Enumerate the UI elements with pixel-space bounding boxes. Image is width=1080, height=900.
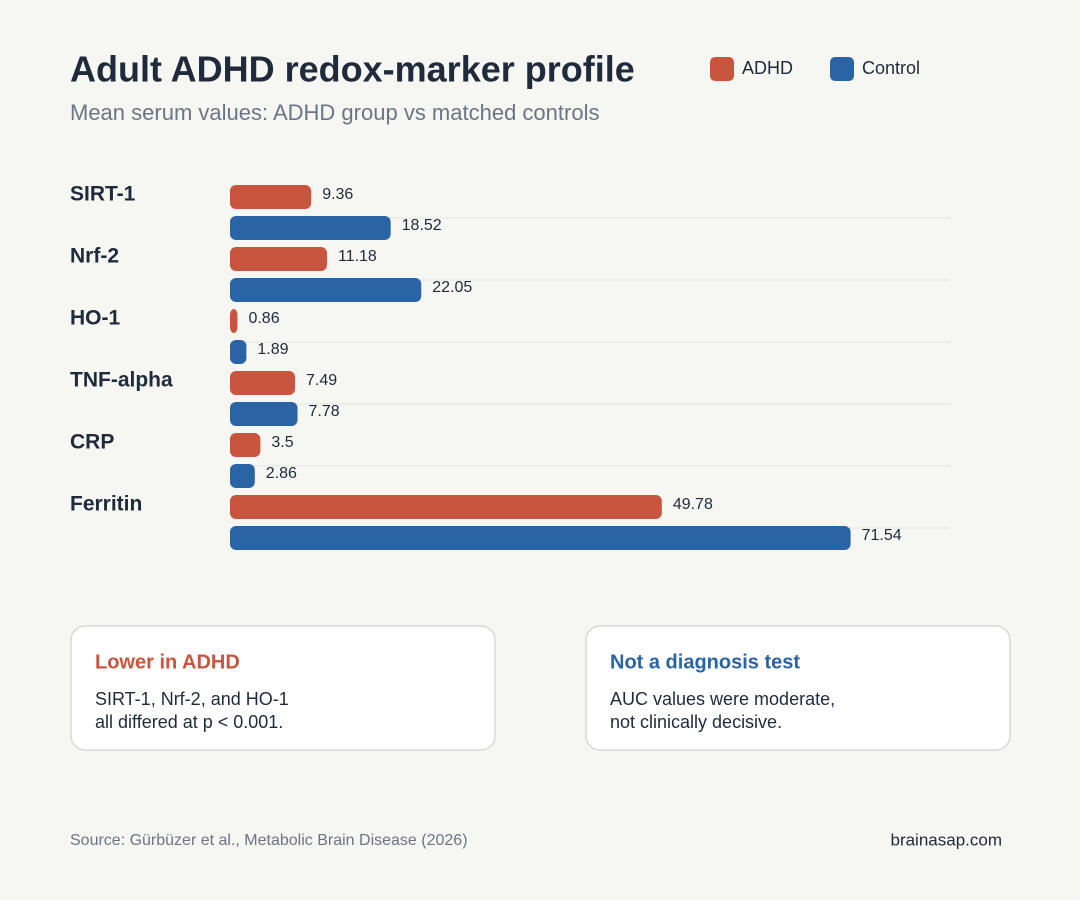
- bar: [230, 495, 662, 519]
- card: [585, 625, 1011, 751]
- bar: [230, 371, 295, 395]
- bar: [230, 309, 238, 333]
- value-label: 11.18: [338, 248, 377, 265]
- value-label: 7.78: [308, 403, 339, 420]
- bar: [230, 247, 327, 271]
- bar: [230, 402, 298, 426]
- legend-label: Control: [862, 58, 920, 78]
- category-label: SIRT-1: [70, 183, 136, 206]
- card: [70, 625, 496, 751]
- category-label: TNF-alpha: [70, 369, 173, 392]
- value-label: 49.78: [673, 496, 713, 513]
- category-label: Nrf-2: [70, 245, 119, 268]
- bar: [230, 464, 255, 488]
- card-text: not clinically decisive.: [610, 712, 782, 732]
- card-text: all differed at p < 0.001.: [95, 712, 283, 732]
- value-label: 18.52: [402, 217, 442, 234]
- category-label: Ferritin: [70, 493, 142, 516]
- card-text: AUC values were moderate,: [610, 689, 835, 709]
- value-label: 9.36: [322, 186, 353, 203]
- source: Source: Gürbüzer et al., Metabolic Brain…: [70, 832, 468, 849]
- value-label: 0.86: [248, 310, 279, 327]
- bar: [230, 185, 312, 209]
- site: brainasap.com: [890, 830, 1002, 849]
- value-label: 71.54: [862, 527, 902, 544]
- legend-swatch: [830, 57, 854, 81]
- card-title: Not a diagnosis test: [610, 651, 800, 673]
- chart-subtitle: Mean serum values: ADHD group vs matched…: [70, 100, 599, 125]
- bar: [230, 433, 261, 457]
- bar: [230, 340, 247, 364]
- value-label: 22.05: [432, 279, 472, 296]
- chart-title: Adult ADHD redox-marker profile: [70, 49, 635, 90]
- legend-label: ADHD: [742, 58, 793, 78]
- bar: [230, 216, 391, 240]
- value-label: 2.86: [266, 465, 297, 482]
- value-label: 3.5: [271, 434, 293, 451]
- bar: [230, 526, 851, 550]
- bar: [230, 278, 422, 302]
- card-text: SIRT-1, Nrf-2, and HO-1: [95, 689, 289, 709]
- value-label: 7.49: [306, 372, 337, 389]
- legend-swatch: [710, 57, 734, 81]
- category-label: CRP: [70, 431, 114, 454]
- value-label: 1.89: [257, 341, 288, 358]
- card-title: Lower in ADHD: [95, 651, 240, 673]
- category-label: HO-1: [70, 307, 120, 330]
